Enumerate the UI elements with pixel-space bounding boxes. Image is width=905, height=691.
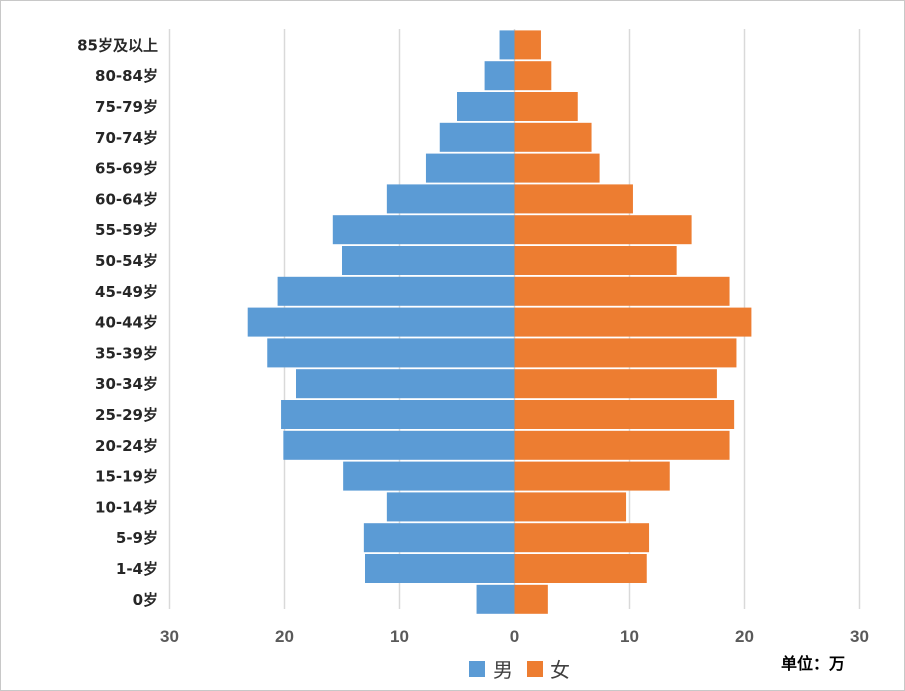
- x-tick-label: 0: [510, 627, 519, 646]
- bar-male: [386, 492, 515, 522]
- bar-male: [343, 461, 515, 491]
- bar-male: [457, 92, 515, 121]
- bar-male: [425, 153, 515, 183]
- bars: [247, 30, 752, 614]
- category-label: 25-29岁: [95, 406, 158, 424]
- legend-swatch-female: [527, 661, 543, 677]
- x-tick-label: 20: [275, 627, 294, 646]
- bar-female: [514, 246, 677, 275]
- bar-female: [514, 307, 752, 337]
- category-label: 60-64岁: [95, 190, 158, 208]
- bar-male: [247, 307, 515, 337]
- bar-female: [514, 400, 735, 429]
- bar-female: [514, 523, 650, 553]
- category-label: 40-44岁: [95, 314, 158, 332]
- legend: 男 女: [469, 658, 570, 682]
- category-label: 35-39岁: [95, 344, 158, 362]
- bar-female: [514, 338, 737, 368]
- bar-male: [499, 30, 515, 60]
- bar-female: [514, 369, 717, 399]
- bar-female: [514, 61, 552, 91]
- bar-male: [363, 523, 515, 553]
- bar-female: [514, 584, 548, 614]
- category-label: 1-4岁: [116, 560, 158, 578]
- legend-swatch-male: [469, 661, 485, 677]
- bar-female: [514, 92, 578, 121]
- unit-label: 单位：万: [781, 654, 845, 673]
- bar-male: [365, 554, 515, 583]
- category-label: 20-24岁: [95, 437, 158, 455]
- legend-label-female: 女: [550, 658, 570, 682]
- bar-male: [439, 122, 515, 152]
- bar-male: [386, 184, 515, 214]
- category-label: 10-14岁: [95, 498, 158, 516]
- category-label: 65-69岁: [95, 160, 158, 178]
- bar-male: [332, 215, 515, 245]
- x-tick-label: 30: [160, 627, 179, 646]
- x-tick-label: 30: [850, 627, 869, 646]
- bar-female: [514, 153, 600, 183]
- bar-male: [281, 400, 515, 429]
- x-tick-label: 20: [735, 627, 754, 646]
- bar-female: [514, 276, 730, 306]
- legend-label-male: 男: [493, 658, 513, 682]
- x-axis-tick-labels: 30 20 10 0 10 20 30: [160, 627, 869, 646]
- bar-female: [514, 492, 627, 522]
- category-label: 75-79岁: [95, 98, 158, 116]
- bar-male: [277, 276, 515, 306]
- category-label: 70-74岁: [95, 129, 158, 147]
- category-label: 0岁: [133, 591, 158, 609]
- category-label: 45-49岁: [95, 283, 158, 301]
- bar-female: [514, 215, 692, 245]
- bar-female: [514, 30, 541, 60]
- bar-male: [283, 430, 515, 460]
- bar-female: [514, 554, 647, 583]
- x-tick-label: 10: [390, 627, 409, 646]
- x-tick-label: 10: [620, 627, 639, 646]
- category-labels: 0岁 1-4岁 5-9岁 10-14岁 15-19岁 20-24岁 25-29岁 30-34岁…: [77, 36, 158, 608]
- bar-female: [514, 430, 730, 460]
- bar-male: [484, 61, 515, 91]
- bar-male: [296, 369, 515, 399]
- bar-male: [267, 338, 515, 368]
- category-label: 50-54岁: [95, 252, 158, 270]
- category-label: 5-9岁: [116, 529, 158, 547]
- bar-female: [514, 122, 592, 152]
- category-label: 15-19岁: [95, 468, 158, 486]
- bar-female: [514, 184, 633, 214]
- category-label: 80-84岁: [95, 67, 158, 85]
- category-label: 85岁及以上: [77, 36, 158, 54]
- bar-male: [342, 246, 515, 275]
- bar-female: [514, 461, 670, 491]
- category-label: 30-34岁: [95, 375, 158, 393]
- category-label: 55-59岁: [95, 221, 158, 239]
- bar-male: [476, 584, 515, 614]
